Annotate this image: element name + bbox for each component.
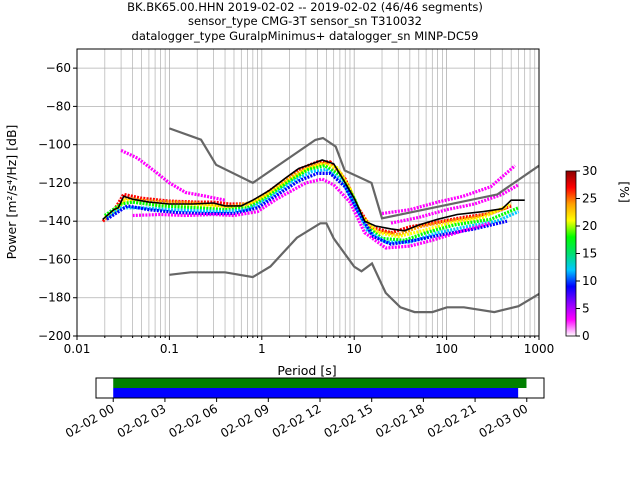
psd-curve xyxy=(103,164,520,242)
x-tick-label: 1 xyxy=(258,342,266,356)
timeline-tick-label: 02-02 21 xyxy=(425,401,479,440)
y-tick-label: −180 xyxy=(38,291,71,305)
x-tick-label: 100 xyxy=(435,342,458,356)
colorbar-tick-label: 25 xyxy=(582,192,597,206)
timeline-tick-label: 02-02 03 xyxy=(115,401,169,440)
y-tick-label: −80 xyxy=(46,99,71,113)
title-line-1: BK.BK65.00.HHN 2019-02-02 -- 2019-02-02 … xyxy=(127,0,483,14)
y-tick-label: −160 xyxy=(38,252,71,266)
mean-psd-line xyxy=(102,159,525,232)
x-tick-label: 10 xyxy=(347,342,362,356)
timeline-tick-label: 02-03 00 xyxy=(477,401,531,440)
title-line-3: datalogger_type GuralpMinimus+ datalogge… xyxy=(132,29,479,43)
timeline-tick-label: 02-02 12 xyxy=(270,401,324,440)
y-tick-label: −120 xyxy=(38,176,71,190)
grid xyxy=(76,49,539,337)
colorbar: 0 5 10 15 20 25 30 xyxy=(565,164,597,343)
coverage-bar xyxy=(113,388,519,398)
psd-curve xyxy=(390,183,520,225)
psd-curve xyxy=(381,164,517,216)
psd-plot: −200 −180 −160 −140 −120 −100 −80 −60 0.01 0.1 1 10… xyxy=(38,48,555,356)
plot-frame xyxy=(76,48,540,337)
psd-curve xyxy=(105,171,508,246)
x-axis-label: Period [s] xyxy=(277,363,336,378)
psd-curve xyxy=(132,177,492,250)
high-noise-model-line xyxy=(169,127,540,220)
colorbar-tick-label: 20 xyxy=(582,219,597,233)
y-axis-label: Power [m²/s⁴/Hz] [dB] xyxy=(4,125,19,260)
colorbar-tick-label: 15 xyxy=(582,247,597,261)
x-tick-label: 0.1 xyxy=(160,342,179,356)
psd-curve xyxy=(120,148,226,202)
x-tick-label: 0.01 xyxy=(64,342,91,356)
colorbar-tick-label: 0 xyxy=(582,329,590,343)
psd-curve xyxy=(105,167,520,244)
y-tick-label: −200 xyxy=(38,329,71,343)
timeline-tick-label: 02-02 18 xyxy=(373,401,427,440)
plot-background xyxy=(77,49,539,336)
colorbar-tick-label: 10 xyxy=(582,274,597,288)
y-tick-label: −60 xyxy=(46,61,71,75)
colorbar-gradient xyxy=(565,170,577,337)
y-tick-label: −100 xyxy=(38,138,71,152)
colorbar-label: [%] xyxy=(617,181,632,203)
title-line-2: sensor_type CMG-3T sensor_sn T310032 xyxy=(188,14,422,28)
y-tick-label: −140 xyxy=(38,214,71,228)
colorbar-tick-label: 5 xyxy=(582,302,590,316)
timeline-tick-label: 02-02 15 xyxy=(321,401,375,440)
coverage-bar xyxy=(113,378,527,388)
colorbar-tick-label: 30 xyxy=(582,164,597,178)
timeline-tick-label: 02-02 09 xyxy=(218,401,272,440)
low-noise-model-line xyxy=(169,222,540,314)
timeline-tick-label: 02-02 06 xyxy=(166,401,220,440)
timeline-tick-label: 02-02 00 xyxy=(63,401,117,440)
x-tick-label: 1000 xyxy=(524,342,555,356)
